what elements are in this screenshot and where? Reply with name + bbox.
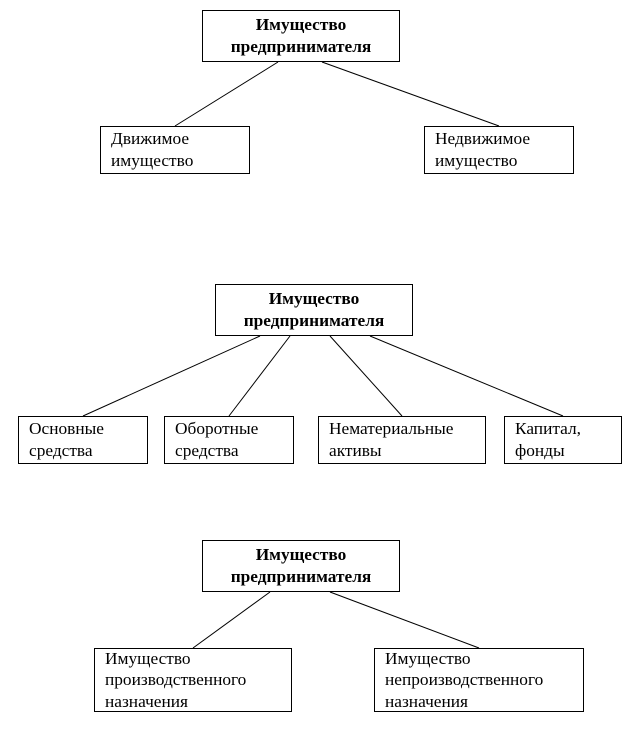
tree-edge <box>175 62 278 126</box>
tree-child-box: Недвижимое имущество <box>424 126 574 174</box>
tree-child-box: Имущество производственного назначения <box>94 648 292 712</box>
box-label: Имущество предпринимателя <box>231 14 372 57</box>
tree-child-box: Движимое имущество <box>100 126 250 174</box>
tree-root-box: Имущество предпринимателя <box>202 10 400 62</box>
box-label: Имущество непроизводственного назначения <box>385 648 543 713</box>
tree-edge <box>330 592 479 648</box>
tree-child-box: Капитал, фонды <box>504 416 622 464</box>
box-label: Оборотные средства <box>175 418 258 461</box>
tree-edge <box>322 62 499 126</box>
tree-child-box: Основные средства <box>18 416 148 464</box>
box-label: Движимое имущество <box>111 128 193 171</box>
diagram-connectors <box>0 0 637 740</box>
tree-child-box: Оборотные средства <box>164 416 294 464</box>
tree-child-box: Нематериальные активы <box>318 416 486 464</box>
box-label: Имущество предпринимателя <box>231 544 372 587</box>
box-label: Капитал, фонды <box>515 418 581 461</box>
tree-edge <box>83 336 260 416</box>
tree-root-box: Имущество предпринимателя <box>215 284 413 336</box>
tree-edge <box>370 336 563 416</box>
box-label: Нематериальные активы <box>329 418 454 461</box>
tree-child-box: Имущество непроизводственного назначения <box>374 648 584 712</box>
tree-root-box: Имущество предпринимателя <box>202 540 400 592</box>
box-label: Недвижимое имущество <box>435 128 530 171</box>
box-label: Имущество предпринимателя <box>244 288 385 331</box>
tree-edge <box>330 336 402 416</box>
box-label: Имущество производственного назначения <box>105 648 246 713</box>
box-label: Основные средства <box>29 418 104 461</box>
tree-edge <box>229 336 290 416</box>
tree-edge <box>193 592 270 648</box>
